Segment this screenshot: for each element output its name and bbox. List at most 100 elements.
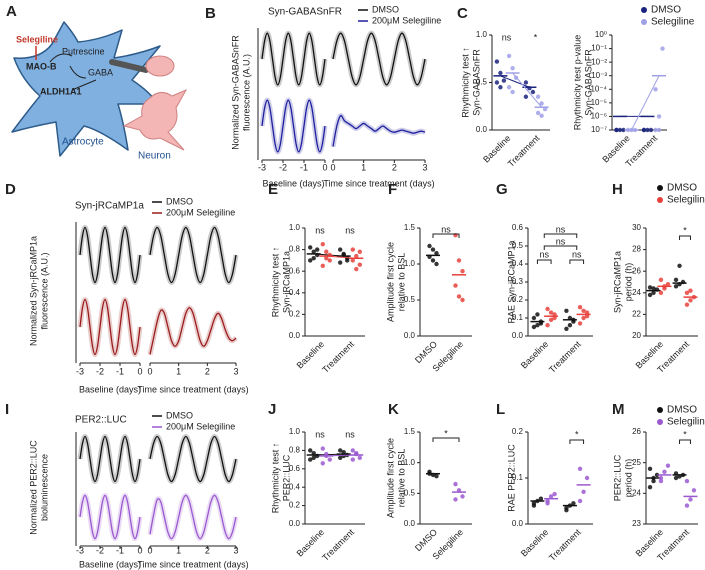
y-axis-label: Normalized Syn-GABASnFR — [230, 35, 240, 150]
data-point — [688, 298, 693, 303]
data-point — [548, 310, 554, 315]
trace-line — [149, 307, 237, 355]
neuron-shape — [122, 88, 188, 151]
legend-label: DMSO — [667, 405, 697, 416]
data-point — [658, 290, 664, 295]
data-point — [564, 508, 569, 513]
data-point — [684, 302, 690, 307]
x-tick-label: -3 — [76, 545, 84, 555]
significance: ns — [556, 224, 566, 234]
bracket — [536, 259, 552, 264]
x-tick-label: Treatment — [547, 527, 583, 563]
panel-letter: I — [5, 401, 9, 418]
data-point — [545, 498, 550, 504]
y-tick-label: 0.2 — [289, 310, 301, 319]
y-tick-label: 0.8 — [289, 245, 301, 254]
trace-line — [79, 226, 141, 284]
data-point — [647, 292, 653, 298]
chart-title: PER2::LUC — [75, 415, 127, 426]
data-point — [656, 114, 662, 119]
legend-swatch — [657, 419, 663, 425]
y-axis-label: Syn-jRCaMP1a — [612, 251, 622, 313]
y-tick-label: 0.2 — [289, 501, 301, 510]
significance: * — [534, 32, 538, 42]
panel-letter: D — [5, 181, 16, 198]
significance: * — [575, 429, 579, 439]
data-point — [357, 249, 362, 254]
arrow — [71, 79, 97, 91]
y-tick-label: 0.5 — [512, 241, 524, 250]
data-point — [530, 89, 536, 95]
x-tick-label: 1 — [176, 366, 181, 376]
data-point — [494, 59, 500, 64]
trace-line — [261, 99, 326, 153]
x-tick-label: Treatment — [320, 527, 356, 563]
data-point — [357, 455, 362, 460]
x-axis-label: Baseline (days) — [79, 559, 141, 569]
data-point — [688, 288, 693, 293]
x-tick-label: Treatment — [320, 339, 356, 375]
x-tick-label: 1 — [176, 545, 181, 555]
data-point — [434, 473, 439, 479]
legend-label: DMSO — [166, 196, 193, 206]
x-tick-label: 0 — [147, 545, 152, 555]
x-tick-label: 0 — [137, 366, 142, 376]
data-point — [327, 457, 332, 462]
data-point — [430, 258, 436, 263]
bracket — [679, 235, 691, 240]
y-tick-label: 0.4 — [512, 259, 524, 268]
data-point — [621, 127, 626, 133]
data-point — [456, 258, 462, 263]
data-point — [531, 324, 537, 330]
data-point — [552, 491, 557, 497]
legend-swatch — [657, 185, 663, 191]
data-point — [531, 501, 537, 506]
data-point — [354, 253, 359, 259]
data-point — [308, 457, 313, 462]
significance: ns — [315, 429, 325, 439]
y-tick-label: 25 — [632, 458, 641, 467]
chart-title: Syn-jRCaMP1a — [75, 201, 144, 212]
y-axis-label: Rhythmicity test ↑ — [270, 247, 280, 318]
x-tick-label: 0 — [147, 366, 152, 376]
connector — [500, 75, 530, 88]
data-point — [453, 283, 458, 288]
trace-line — [79, 435, 141, 483]
data-point — [684, 478, 690, 484]
y-axis-label: Rhythmicity test ↑ — [460, 47, 470, 118]
data-point — [311, 249, 316, 254]
data-point — [315, 247, 320, 252]
data-point — [567, 323, 573, 328]
y-tick-label: 0.5 — [404, 488, 416, 497]
y-tick-label: 1.0 — [404, 458, 416, 467]
arrow — [49, 53, 73, 63]
diagram: A Selegiline Putrescine MAO-B GABA ALDH1… — [6, 3, 188, 162]
panel-letter: A — [6, 3, 17, 20]
data-point — [460, 269, 465, 274]
data-point — [645, 127, 650, 133]
y-tick-label: 0.4 — [289, 288, 301, 297]
trace-line — [332, 32, 426, 86]
y-tick-label: 10⁰ — [595, 30, 607, 39]
panel-letter: F — [388, 181, 397, 198]
data-point — [320, 461, 325, 466]
x-tick-label: Treatment — [547, 339, 583, 375]
synapse — [145, 55, 175, 77]
data-point — [498, 85, 503, 90]
bracket — [543, 233, 578, 238]
x-axis-label: Baseline (days) — [79, 384, 141, 394]
data-point — [501, 78, 507, 83]
y-tick-label: 0.1 — [512, 313, 524, 322]
data-point — [651, 286, 656, 291]
data-point — [523, 94, 529, 99]
x-tick-label: 0 — [330, 162, 335, 172]
data-point — [510, 66, 515, 71]
y-tick-label: 0.6 — [289, 266, 301, 275]
significance: ns — [539, 249, 549, 259]
legend-label: DMSO — [667, 183, 697, 194]
data-point — [688, 497, 693, 502]
y-tick-label: 22 — [632, 310, 641, 319]
y-tick-label: 0.5 — [476, 78, 488, 87]
data-point — [320, 242, 325, 247]
